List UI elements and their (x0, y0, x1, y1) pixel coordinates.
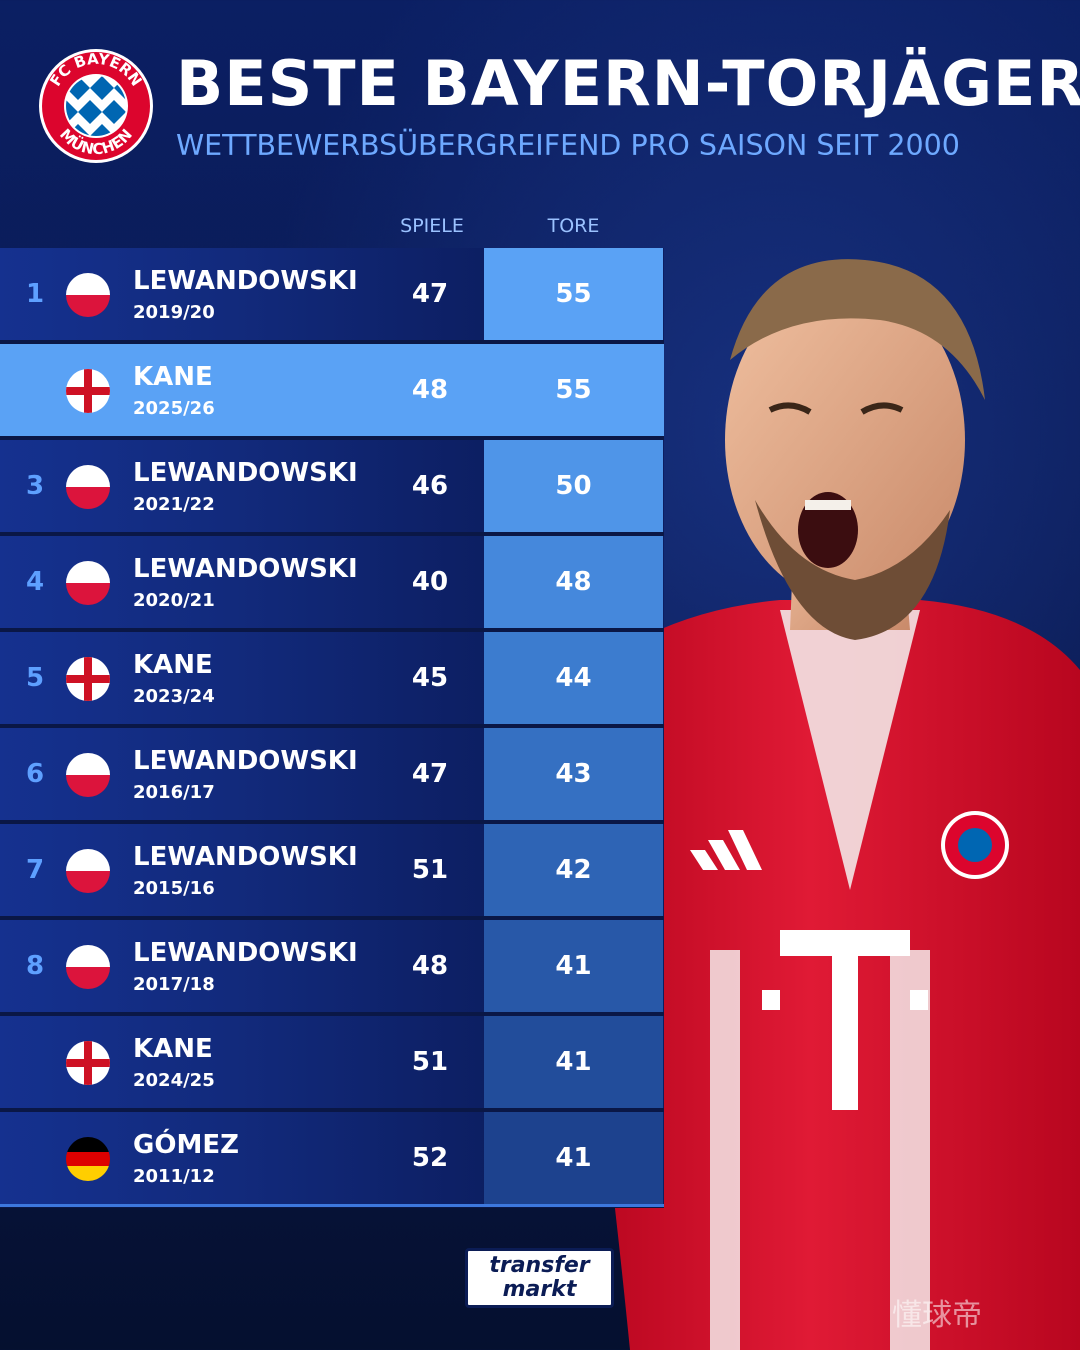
poland-flag-icon (66, 561, 110, 605)
rank-label: 4 (25, 567, 45, 597)
player-name: LEWANDOWSKI (133, 554, 358, 584)
goals-value: 55 (484, 248, 663, 340)
poland-flag-icon (66, 465, 110, 509)
poland-flag-icon (66, 945, 110, 989)
scorers-table: 1 LEWANDOWSKI 2019/20 47 55 KANE 2025/26… (0, 248, 664, 1208)
table-row: 7 LEWANDOWSKI 2015/16 51 42 (0, 824, 664, 920)
games-value: 46 (411, 471, 449, 501)
column-header-games: SPIELE (400, 215, 464, 237)
rank-label: 8 (25, 951, 45, 981)
games-value: 52 (411, 1143, 449, 1173)
player-name: KANE (133, 650, 213, 680)
season-label: 2019/20 (133, 302, 215, 323)
rank-label: 5 (25, 663, 45, 693)
poland-flag-icon (66, 849, 110, 893)
england-flag-icon (66, 1041, 110, 1085)
season-label: 2020/21 (133, 590, 215, 611)
player-photo (590, 250, 1080, 1350)
games-value: 51 (411, 1047, 449, 1077)
games-value: 51 (411, 855, 449, 885)
games-value: 48 (411, 375, 449, 405)
rank-label: 3 (25, 471, 45, 501)
transfermarkt-logo: transfer markt (465, 1248, 614, 1308)
goals-value: 55 (555, 375, 592, 405)
rank-label (18, 344, 52, 436)
player-name: LEWANDOWSKI (133, 458, 358, 488)
page-subtitle: WETTBEWERBSÜBERGREIFEND PRO SAISON SEIT … (176, 129, 960, 162)
table-row: KANE 2024/25 51 41 (0, 1016, 664, 1112)
poland-flag-icon (66, 273, 110, 317)
table-row: 3 LEWANDOWSKI 2021/22 46 50 (0, 440, 664, 536)
season-label: 2017/18 (133, 974, 215, 995)
goals-value: 41 (484, 920, 663, 1012)
rank-label (18, 1112, 52, 1204)
goals-value: 41 (484, 1112, 663, 1204)
goals-value: 48 (484, 536, 663, 628)
rank-label: 7 (25, 855, 45, 885)
watermark: 懂球帝 (892, 1298, 982, 1333)
table-row: 4 LEWANDOWSKI 2020/21 40 48 (0, 536, 664, 632)
column-header-goals: TORE (547, 215, 600, 237)
brand-line-1: transfer (489, 1253, 590, 1278)
games-value: 48 (411, 951, 449, 981)
table-row-highlight: KANE 2025/26 48 55 (0, 344, 664, 440)
games-value: 47 (411, 759, 449, 789)
season-label: 2023/24 (133, 686, 215, 707)
table-row: 5 KANE 2023/24 45 44 (0, 632, 664, 728)
goals-value: 50 (484, 440, 663, 532)
player-name: LEWANDOWSKI (133, 938, 358, 968)
season-label: 2025/26 (133, 398, 215, 419)
season-label: 2021/22 (133, 494, 215, 515)
england-flag-icon (66, 657, 110, 701)
rank-label: 6 (25, 759, 45, 789)
games-value: 40 (411, 567, 449, 597)
games-value: 47 (411, 279, 449, 309)
table-bottom-divider (0, 1204, 664, 1207)
poland-flag-icon (66, 753, 110, 797)
goals-value: 43 (484, 728, 663, 820)
goals-value: 42 (484, 824, 663, 916)
season-label: 2015/16 (133, 878, 215, 899)
brand-line-2: markt (502, 1277, 577, 1302)
player-name: LEWANDOWSKI (133, 842, 358, 872)
player-name: LEWANDOWSKI (133, 266, 358, 296)
table-row: GÓMEZ 2011/12 52 41 (0, 1112, 664, 1208)
rank-label: 1 (25, 279, 45, 309)
season-label: 2011/12 (133, 1166, 215, 1187)
table-row: 6 LEWANDOWSKI 2016/17 47 43 (0, 728, 664, 824)
germany-flag-icon (66, 1137, 110, 1181)
player-name: KANE (133, 362, 213, 392)
table-row: 8 LEWANDOWSKI 2017/18 48 41 (0, 920, 664, 1016)
season-label: 2024/25 (133, 1070, 215, 1091)
player-name: KANE (133, 1034, 213, 1064)
season-label: 2016/17 (133, 782, 215, 803)
goals-value: 41 (484, 1016, 663, 1108)
games-value: 45 (411, 663, 449, 693)
england-flag-icon (66, 369, 110, 413)
player-name: GÓMEZ (133, 1130, 239, 1160)
page-title: BESTE BAYERN-TORJÄGER (176, 47, 1080, 120)
goals-value: 44 (484, 632, 663, 724)
rank-label (18, 1016, 52, 1108)
player-name: LEWANDOWSKI (133, 746, 358, 776)
table-row: 1 LEWANDOWSKI 2019/20 47 55 (0, 248, 664, 344)
fc-bayern-logo: FC BAYERN MÜNCHEN (38, 48, 154, 164)
